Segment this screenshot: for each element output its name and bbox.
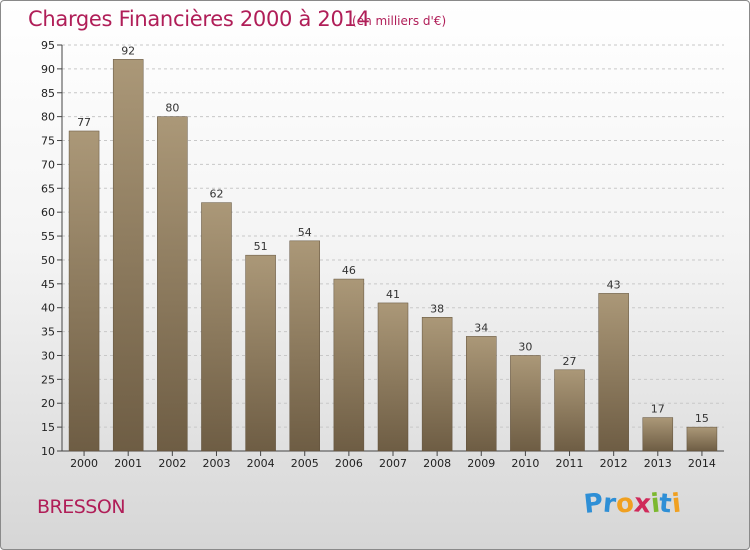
- x-tick-label-2004: 2004: [247, 457, 275, 470]
- y-tick-label: 75: [41, 135, 55, 148]
- bar-2007: [377, 302, 409, 452]
- x-tick-label-2001: 2001: [114, 457, 142, 470]
- x-tick-label-2010: 2010: [511, 457, 539, 470]
- bar-2005: [289, 240, 320, 452]
- data-label-2011: 27: [563, 355, 577, 368]
- bar-2002: [157, 116, 188, 452]
- y-tick-label: 10: [41, 445, 55, 458]
- y-tick-label: 35: [41, 326, 55, 339]
- data-label-2006: 46: [342, 264, 356, 277]
- chart-subtitle: (en milliers d'€): [352, 14, 447, 28]
- x-tick-label-2006: 2006: [335, 457, 363, 470]
- x-tick-label-2009: 2009: [467, 457, 495, 470]
- bar-2011: [554, 369, 585, 452]
- bar-2000: [68, 130, 100, 452]
- x-tick-label-2000: 2000: [70, 457, 98, 470]
- data-label-2007: 41: [386, 288, 400, 301]
- data-label-2014: 15: [695, 412, 709, 425]
- bar-2008: [421, 317, 453, 452]
- data-label-2002: 80: [165, 102, 179, 115]
- x-tick-label-2011: 2011: [556, 457, 584, 470]
- y-tick-label: 55: [41, 230, 55, 243]
- labels: 10 15 20 25 30 35 40 45 50 55 60 65 70 75 80 85 90 95 77 20…: [41, 39, 716, 470]
- y-tick-label: 30: [41, 349, 55, 362]
- data-label-2005: 54: [298, 226, 312, 239]
- x-tick-label-2013: 2013: [644, 457, 672, 470]
- chart-title: Charges Financières 2000 à 2014: [28, 7, 370, 31]
- logo-letter: i: [670, 488, 683, 520]
- y-tick-label: 50: [41, 254, 55, 267]
- data-label-2013: 17: [651, 403, 665, 416]
- y-tick-label: 45: [41, 278, 55, 291]
- bars: [68, 59, 718, 452]
- y-tick-label: 85: [41, 87, 55, 100]
- commune-name: BRESSON: [37, 496, 126, 518]
- y-tick-label: 60: [41, 206, 55, 219]
- bar-2006: [333, 278, 365, 452]
- data-label-2008: 38: [430, 302, 444, 315]
- bar-2003: [201, 202, 232, 452]
- data-label-2012: 43: [607, 278, 621, 291]
- bar-2004: [245, 254, 276, 452]
- bar-2001: [112, 59, 144, 452]
- data-label-2000: 77: [77, 116, 91, 129]
- y-tick-label: 65: [41, 182, 55, 195]
- data-label-2010: 30: [518, 340, 532, 353]
- bar-2013: [642, 417, 674, 452]
- y-tick-label: 25: [41, 373, 55, 386]
- bar-2009: [466, 336, 497, 452]
- y-tick-label: 40: [41, 302, 55, 315]
- x-tick-label-2014: 2014: [688, 457, 716, 470]
- bar-2012: [598, 293, 629, 452]
- data-label-2009: 34: [474, 321, 488, 334]
- bar-2014: [686, 426, 718, 452]
- y-tick-label: 15: [41, 421, 55, 434]
- data-label-2004: 51: [254, 240, 268, 253]
- proxiti-logo[interactable]: Proxiti: [582, 488, 683, 520]
- data-label-2001: 92: [121, 44, 135, 57]
- x-tick-label-2012: 2012: [600, 457, 628, 470]
- x-tick-label-2007: 2007: [379, 457, 407, 470]
- y-tick-label: 20: [41, 397, 55, 410]
- bar-2010: [510, 355, 541, 452]
- x-tick-label-2008: 2008: [423, 457, 451, 470]
- x-tick-label-2005: 2005: [291, 457, 319, 470]
- y-tick-label: 70: [41, 158, 55, 171]
- y-tick-label: 90: [41, 63, 55, 76]
- x-tick-label-2002: 2002: [158, 457, 186, 470]
- y-tick-label: 80: [41, 111, 55, 124]
- data-label-2003: 62: [209, 188, 223, 201]
- x-tick-label-2003: 2003: [202, 457, 230, 470]
- y-tick-label: 95: [41, 39, 55, 52]
